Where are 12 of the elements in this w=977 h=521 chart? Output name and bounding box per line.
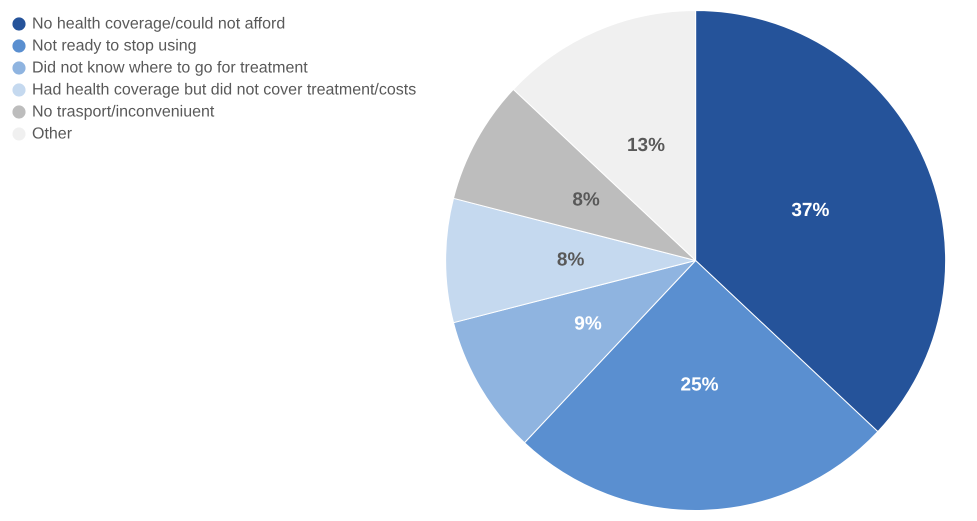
data-label: 25% [680, 374, 719, 396]
legend-label: No health coverage/could not afford [32, 15, 286, 32]
legend-label: Had health coverage but did not cover treatment/costs [32, 81, 416, 98]
data-label: 8% [572, 190, 600, 211]
data-label: 8% [556, 250, 584, 271]
data-label: 9% [574, 313, 602, 334]
legend-label: Not ready to stop using [32, 37, 197, 54]
data-label: 13% [626, 135, 666, 156]
legend-label: Other [32, 125, 73, 142]
legend-label: Did not know where to go for treatment [32, 59, 308, 76]
legend-label: No trasport/inconveniuent [32, 103, 215, 120]
data-label: 37% [791, 200, 830, 222]
